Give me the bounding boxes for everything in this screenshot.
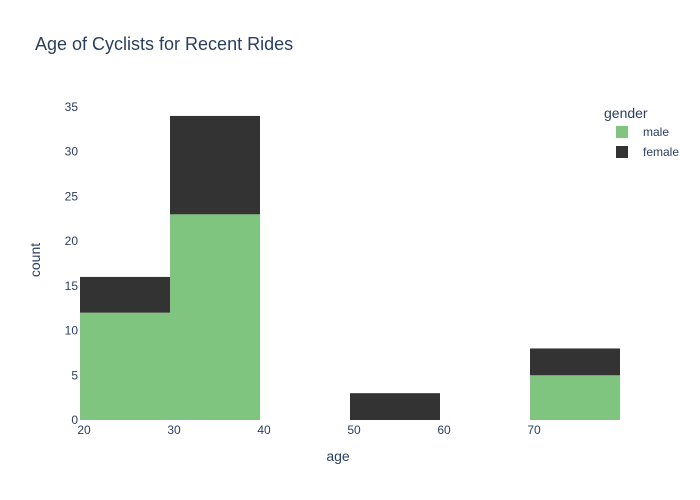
bar-female-50-60	[350, 393, 440, 420]
y-tick-label: 30	[65, 145, 79, 159]
legend-label-female: female	[643, 145, 679, 159]
x-axis-ticks: 20 30 40 50 60 70	[77, 423, 541, 437]
y-tick-label: 0	[71, 413, 78, 427]
y-tick-label: 15	[65, 279, 79, 293]
x-axis-title: age	[326, 448, 350, 464]
x-tick-label: 60	[437, 423, 451, 437]
bar-male-70-80	[530, 375, 620, 420]
x-tick-label: 50	[347, 423, 361, 437]
x-tick-label: 70	[527, 423, 541, 437]
legend-title: gender	[604, 105, 648, 121]
legend-swatch-male	[616, 126, 628, 138]
legend: gender male female	[604, 105, 679, 159]
bars-layer	[80, 115, 620, 420]
bar-female-70-80	[530, 348, 620, 376]
x-tick-label: 20	[77, 423, 91, 437]
legend-swatch-female	[616, 146, 628, 158]
x-tick-label: 40	[257, 423, 271, 437]
chart-title: Age of Cyclists for Recent Rides	[35, 34, 293, 54]
y-tick-label: 25	[65, 189, 79, 203]
y-axis-title: count	[27, 243, 43, 277]
bar-male-30-40	[170, 214, 260, 420]
bar-female-30-40	[170, 115, 260, 215]
y-tick-label: 5	[71, 368, 78, 382]
bar-male-20-30	[80, 312, 170, 420]
bar-female-20-30	[80, 276, 170, 313]
y-tick-label: 10	[65, 324, 79, 338]
y-tick-label: 35	[65, 100, 79, 114]
x-tick-label: 30	[167, 423, 181, 437]
y-axis-ticks: 0 5 10 15 20 25 30 35	[65, 100, 79, 427]
legend-label-male: male	[643, 125, 669, 139]
y-tick-label: 20	[65, 234, 79, 248]
